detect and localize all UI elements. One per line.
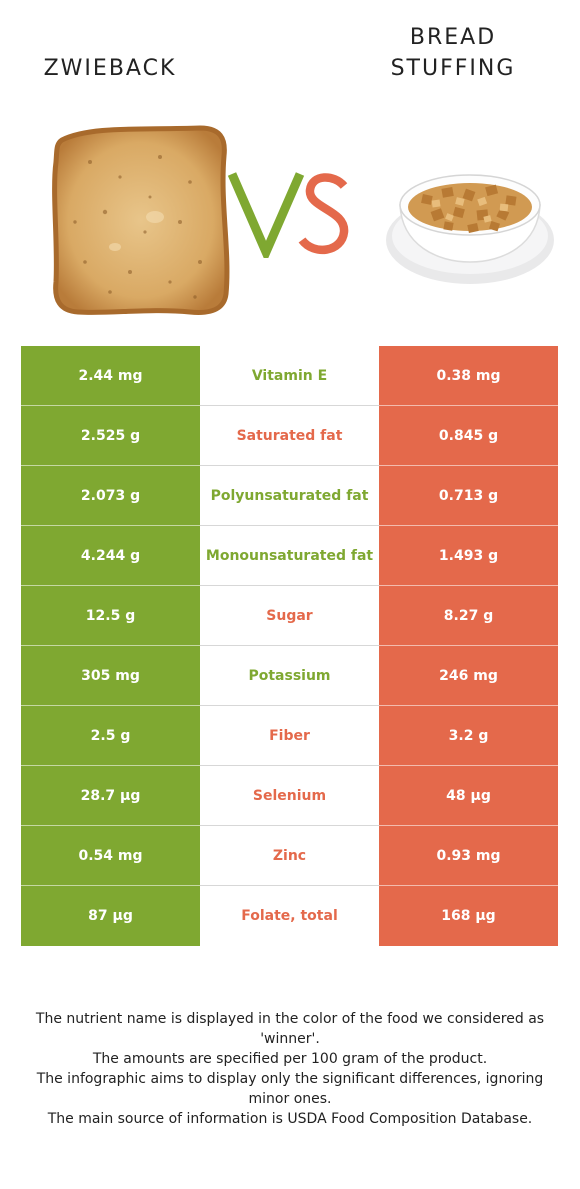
nutrient-name-cell: Saturated fat [200, 406, 379, 466]
right-value-cell: 3.2 g [379, 706, 558, 766]
table-row: 0.54 mg Zinc 0.93 mg [21, 826, 558, 886]
right-value-cell: 0.845 g [379, 406, 558, 466]
right-value-cell: 0.38 mg [379, 346, 558, 406]
table-row: 305 mg Potassium 246 mg [21, 646, 558, 706]
left-value-cell: 2.5 g [21, 706, 200, 766]
nutrient-name-cell: Polyunsaturated fat [200, 466, 379, 526]
left-food-name: ZWIEBACK [43, 56, 177, 81]
left-value-cell: 2.44 mg [21, 346, 200, 406]
right-value-cell: 0.713 g [379, 466, 558, 526]
right-food-name-line1: BREAD [409, 25, 497, 50]
nutrient-name-cell: Sugar [200, 586, 379, 646]
footer-note-winner: The nutrient name is displayed in the co… [35, 1011, 545, 1047]
right-food-name-line2: STUFFING [390, 56, 516, 81]
bread-stuffing-image [382, 150, 558, 290]
left-value-cell: 0.54 mg [21, 826, 200, 886]
right-value-cell: 246 mg [379, 646, 558, 706]
table-row: 2.525 g Saturated fat 0.845 g [21, 406, 558, 466]
table-row: 2.44 mg Vitamin E 0.38 mg [21, 346, 558, 406]
left-value-cell: 2.525 g [21, 406, 200, 466]
right-value-cell: 8.27 g [379, 586, 558, 646]
left-value-cell: 87 µg [21, 886, 200, 946]
table-row: 87 µg Folate, total 168 µg [21, 886, 558, 946]
right-value-cell: 1.493 g [379, 526, 558, 586]
table-row: 2.5 g Fiber 3.2 g [21, 706, 558, 766]
right-food-title: BREAD STUFFING [370, 22, 536, 84]
nutrient-name-cell: Monounsaturated fat [200, 526, 379, 586]
right-value-cell: 0.93 mg [379, 826, 558, 886]
left-value-cell: 4.244 g [21, 526, 200, 586]
table-row: 2.073 g Polyunsaturated fat 0.713 g [21, 466, 558, 526]
vs-label [226, 168, 354, 264]
zwieback-image [50, 122, 235, 317]
nutrient-name-cell: Folate, total [200, 886, 379, 946]
footer-note-source: The main source of information is USDA F… [47, 1111, 533, 1127]
footer-note-significance: The infographic aims to display only the… [36, 1071, 544, 1107]
left-value-cell: 12.5 g [21, 586, 200, 646]
left-value-cell: 305 mg [21, 646, 200, 706]
right-value-cell: 168 µg [379, 886, 558, 946]
nutrient-name-cell: Zinc [200, 826, 379, 886]
nutrient-name-cell: Fiber [200, 706, 379, 766]
nutrient-name-cell: Vitamin E [200, 346, 379, 406]
left-value-cell: 2.073 g [21, 466, 200, 526]
table-row: 28.7 µg Selenium 48 µg [21, 766, 558, 826]
right-value-cell: 48 µg [379, 766, 558, 826]
nutrient-comparison-table: 2.44 mg Vitamin E 0.38 mg 2.525 g Saturated … [21, 346, 558, 946]
left-food-title: ZWIEBACK [20, 53, 200, 84]
footer-notes: The nutrient name is displayed in the co… [30, 1009, 550, 1129]
table-row: 12.5 g Sugar 8.27 g [21, 586, 558, 646]
footer-note-amounts: The amounts are specified per 100 gram o… [92, 1051, 488, 1067]
table-row: 4.244 g Monounsaturated fat 1.493 g [21, 526, 558, 586]
left-value-cell: 28.7 µg [21, 766, 200, 826]
nutrient-name-cell: Potassium [200, 646, 379, 706]
nutrient-name-cell: Selenium [200, 766, 379, 826]
